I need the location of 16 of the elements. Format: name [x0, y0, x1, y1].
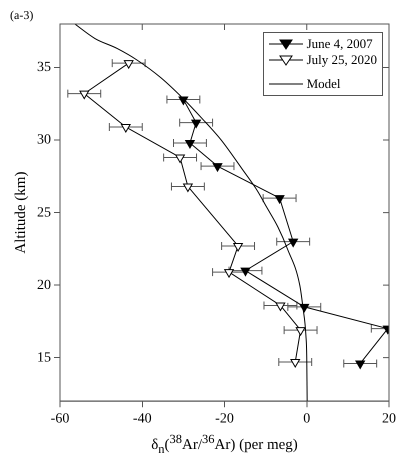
legend-label: July 25, 2020: [306, 52, 377, 68]
x-axis-title: δ$_{n}$($^{38}$Ar/$^{36}$Ar) (per meg): [150, 432, 299, 457]
x-tick-label: -40: [132, 411, 152, 426]
text: (a-3): [10, 8, 34, 23]
y-axis-title: Altitude (km): [12, 172, 29, 254]
y-tick-label: 25: [37, 205, 51, 220]
x-tick-label: -60: [50, 411, 70, 426]
y-tick-label: 20: [37, 278, 51, 293]
x-tick-label: -20: [215, 411, 234, 426]
y-tick-label: 30: [37, 132, 51, 148]
y-tick-label: 15: [37, 350, 51, 366]
x-tick-label: 0: [303, 411, 310, 426]
legend-label: Model: [306, 76, 341, 92]
legend-label: June 4, 2007: [306, 36, 373, 52]
y-tick-label: 35: [37, 60, 51, 76]
x-tick-label: 20: [382, 411, 396, 426]
